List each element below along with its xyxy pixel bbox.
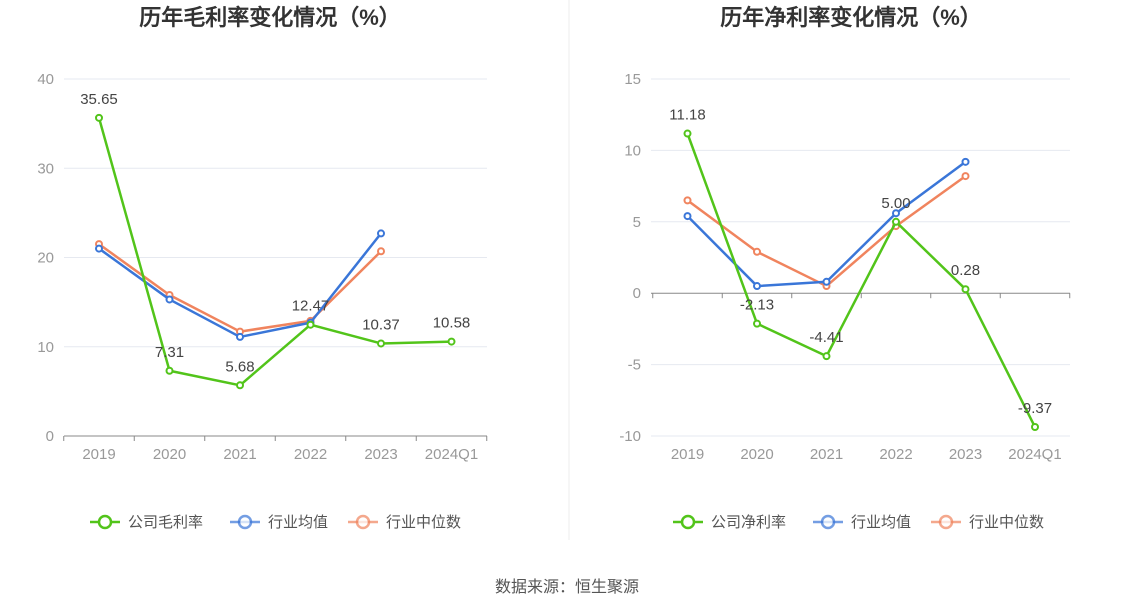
- legend-marker: [938, 514, 954, 530]
- legend-item: 行业均值: [230, 514, 328, 531]
- series-line-0: [686, 133, 1037, 428]
- legend-marker: [355, 514, 371, 530]
- y-tick-label: 0: [46, 428, 54, 445]
- data-point: [447, 337, 456, 346]
- legend-label: 公司净利率: [711, 514, 786, 531]
- y-tick-label: 0: [633, 285, 641, 302]
- data-label: 7.31: [155, 344, 184, 361]
- data-point: [753, 247, 761, 256]
- data-point: [961, 157, 970, 166]
- data-point: [165, 295, 174, 304]
- x-category-label: 2022: [294, 446, 327, 463]
- series-line-0: [97, 117, 452, 387]
- y-tick-label: 20: [37, 250, 54, 267]
- data-point: [683, 196, 692, 205]
- data-point: [236, 381, 244, 390]
- data-point: [961, 285, 970, 294]
- x-category-label: 2022: [879, 446, 912, 463]
- data-point: [892, 209, 900, 218]
- data-point: [892, 217, 900, 226]
- data-point: [961, 172, 970, 181]
- net-margin-chart: 历年净利率变化情况（%） -10 -5 0 5 10 15 2019 2020 2021 2022 2…: [619, 5, 1071, 531]
- series-line-1: [686, 160, 967, 288]
- data-point: [683, 129, 692, 138]
- legend-marker: [97, 514, 113, 530]
- legend-item: 行业均值: [813, 514, 911, 531]
- x-category-label: 2023: [949, 446, 982, 463]
- x-category-label: 2020: [740, 446, 773, 463]
- y-tick-label: 5: [633, 214, 641, 231]
- y-tick-label: -5: [628, 357, 641, 374]
- data-label: -9.37: [1018, 400, 1052, 417]
- data-point: [377, 339, 385, 348]
- data-point: [1031, 423, 1039, 432]
- legend-label: 行业中位数: [969, 514, 1044, 531]
- x-category-label: 2021: [223, 446, 256, 463]
- data-point: [236, 332, 244, 341]
- data-point: [95, 244, 103, 253]
- x-category-label: 2019: [82, 446, 115, 463]
- data-point: [95, 113, 103, 122]
- y-tick-label: 30: [37, 160, 54, 177]
- data-point: [753, 319, 761, 328]
- data-label: -4.41: [809, 329, 843, 346]
- y-tick-label: 40: [37, 71, 54, 88]
- legend-marker: [680, 514, 696, 530]
- x-category-label: 2020: [153, 446, 186, 463]
- data-point: [822, 277, 831, 286]
- x-category-label: 2023: [364, 446, 397, 463]
- legend-item: 公司毛利率: [90, 514, 203, 531]
- data-label: 10.37: [362, 316, 400, 333]
- x-category-label: 2024Q1: [1008, 446, 1061, 463]
- data-point: [377, 247, 385, 256]
- legend-label: 行业中位数: [386, 514, 461, 531]
- x-category-label: 2019: [671, 446, 704, 463]
- data-label: 5.00: [881, 195, 910, 212]
- data-point: [377, 229, 385, 238]
- legend-item: 公司净利率: [673, 514, 786, 531]
- legend-item: 行业中位数: [348, 514, 461, 531]
- data-point: [306, 320, 315, 329]
- data-label: 35.65: [80, 91, 118, 108]
- legend-marker: [237, 514, 253, 530]
- data-label: 11.18: [669, 107, 705, 124]
- y-tick-label: 10: [37, 339, 54, 356]
- y-tick-label: 15: [624, 71, 641, 88]
- series-line-1: [98, 232, 382, 339]
- data-label: -2.13: [740, 297, 774, 314]
- data-point: [822, 352, 831, 361]
- legend-label: 行业均值: [268, 514, 328, 531]
- chart-title: 历年净利率变化情况（%）: [720, 5, 982, 30]
- y-tick-label: 10: [624, 142, 641, 159]
- data-point: [753, 282, 761, 291]
- legend-marker: [820, 514, 836, 530]
- x-category-label: 2024Q1: [425, 446, 478, 463]
- data-label: 10.58: [433, 315, 471, 332]
- data-point: [165, 366, 174, 375]
- data-label: 0.28: [951, 262, 980, 279]
- legend-label: 行业均值: [851, 514, 911, 531]
- x-category-label: 2021: [810, 446, 843, 463]
- data-label: 12.47: [292, 298, 330, 315]
- legend-item: 行业中位数: [931, 514, 1044, 531]
- gross-margin-chart: 历年毛利率变化情况（%） 0 10 20 30 40 2019 2020 2021 2022 202…: [37, 5, 488, 531]
- chart-title: 历年毛利率变化情况（%）: [139, 5, 401, 30]
- data-point: [683, 212, 692, 221]
- legend-label: 公司毛利率: [128, 514, 203, 531]
- y-tick-label: -10: [619, 428, 641, 445]
- data-label: 5.68: [225, 358, 254, 375]
- data-source-note: 数据来源：恒生聚源: [495, 578, 639, 596]
